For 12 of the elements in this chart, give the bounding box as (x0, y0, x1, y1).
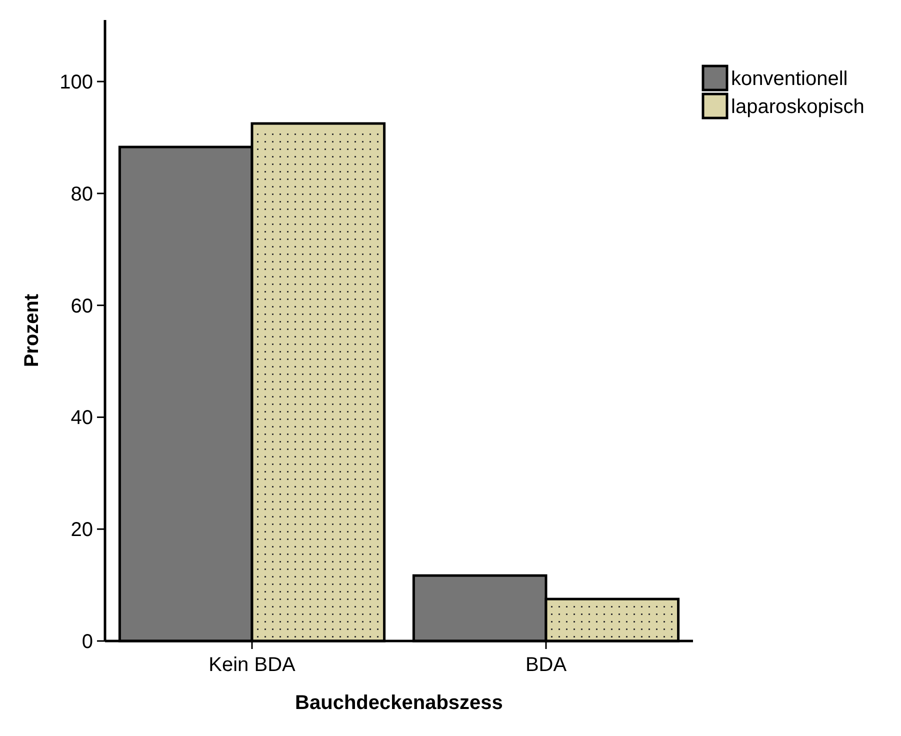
y-tick-label: 0 (82, 631, 93, 653)
x-axis-title: Bauchdeckenabszess (295, 692, 503, 714)
y-tick-label: 60 (70, 295, 93, 318)
x-tick-label: Kein BDA (208, 654, 296, 676)
x-tick-label: BDA (525, 654, 568, 676)
y-tick-label: 20 (70, 519, 93, 542)
legend-label: konventionell (731, 68, 848, 90)
legend-label: laparoskopisch (731, 96, 864, 118)
y-axis-title: Prozent (21, 293, 43, 368)
y-tick-label: 40 (70, 407, 93, 430)
y-tick-label: 100 (60, 72, 93, 94)
y-tick-label: 80 (70, 183, 93, 206)
